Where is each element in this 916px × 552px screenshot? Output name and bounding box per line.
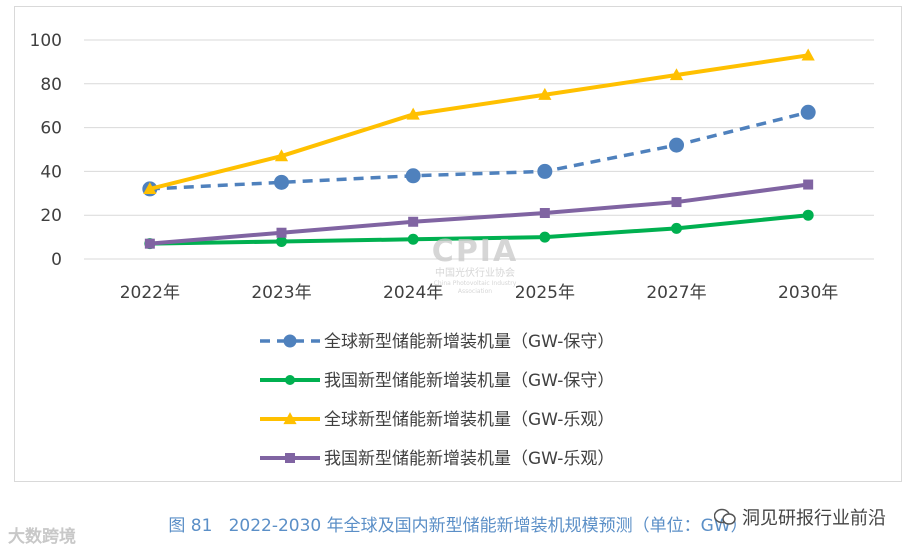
caption-text: 图 81 2022-2030 年全球及国内新型储能新增装机规模预测（单位：GW） bbox=[168, 516, 748, 536]
legend-entry: 我国新型储能新增装机量（GW-乐观） bbox=[260, 449, 614, 469]
data-point bbox=[405, 168, 421, 184]
y-tick-label: 20 bbox=[40, 206, 62, 226]
x-tick-label: 2030年 bbox=[778, 283, 838, 303]
series-line bbox=[149, 213, 809, 246]
data-point bbox=[283, 334, 297, 348]
series-4 bbox=[144, 179, 814, 249]
grid-lines bbox=[84, 39, 874, 260]
data-point bbox=[669, 68, 684, 81]
y-tick-label: 60 bbox=[40, 119, 62, 139]
legend-entry: 全球新型储能新增装机量（GW-保守） bbox=[260, 332, 614, 352]
legend-label: 全球新型储能新增装机量（GW-乐观） bbox=[324, 410, 614, 430]
data-point bbox=[285, 375, 295, 385]
data-point bbox=[538, 87, 552, 100]
bottom-watermark-text: 大数跨境 bbox=[8, 527, 76, 547]
data-point bbox=[801, 48, 815, 61]
series-line bbox=[149, 53, 809, 191]
y-tick-label: 100 bbox=[30, 31, 62, 51]
y-tick-label: 80 bbox=[40, 75, 62, 95]
wechat-icon bbox=[714, 508, 736, 525]
source-badge: 洞见研报行业前沿 bbox=[714, 504, 886, 530]
cpia-watermark: CPIA 中国光伏行业协会 China Photovoltaic Industr… bbox=[420, 236, 530, 296]
series-layer bbox=[142, 48, 816, 250]
watermark-org-en: China Photovoltaic Industry Association bbox=[433, 280, 517, 295]
legend-entry: 我国新型储能新增装机量（GW-保守） bbox=[260, 371, 614, 391]
series-3 bbox=[143, 48, 815, 195]
data-point bbox=[274, 174, 289, 190]
data-point bbox=[671, 197, 682, 208]
data-point bbox=[406, 107, 420, 120]
x-tick-label: 2022年 bbox=[120, 283, 180, 303]
data-point bbox=[671, 222, 682, 234]
legend-label: 我国新型储能新增装机量（GW-保守） bbox=[324, 371, 614, 391]
y-tick-label: 0 bbox=[51, 250, 62, 270]
data-point bbox=[669, 137, 684, 153]
data-point bbox=[274, 149, 289, 162]
figure-caption: 图 81 2022-2030 年全球及国内新型储能新增装机规模预测（单位：GW） bbox=[0, 511, 916, 536]
legend-entry: 全球新型储能新增装机量（GW-乐观） bbox=[260, 410, 614, 430]
x-tick-label: 2025年 bbox=[515, 283, 575, 303]
data-point bbox=[539, 208, 550, 219]
y-tick-label: 40 bbox=[40, 162, 62, 182]
data-point bbox=[802, 209, 814, 221]
data-point bbox=[407, 233, 419, 245]
legend-label: 全球新型储能新增装机量（GW-保守） bbox=[324, 332, 614, 352]
watermark-logo: CPIA bbox=[431, 234, 519, 269]
x-tick-label: 2024年 bbox=[383, 283, 443, 303]
legend-label: 我国新型储能新增装机量（GW-乐观） bbox=[324, 449, 614, 469]
data-point bbox=[144, 238, 155, 249]
data-point bbox=[276, 227, 287, 238]
data-point bbox=[800, 104, 816, 120]
data-point bbox=[408, 216, 419, 227]
y-axis-ticks: 0 20 40 60 80 100 bbox=[30, 31, 62, 270]
x-axis-ticks: 2022年 2023年 2024年 2025年 2027年 2030年 bbox=[120, 283, 839, 303]
data-point bbox=[539, 231, 551, 243]
watermark-org-cn: 中国光伏行业协会 bbox=[435, 268, 515, 279]
series-line bbox=[149, 110, 809, 191]
data-point bbox=[803, 179, 814, 190]
data-point bbox=[283, 412, 297, 425]
x-tick-label: 2023年 bbox=[251, 283, 311, 303]
data-point bbox=[276, 235, 287, 247]
series-1 bbox=[142, 104, 816, 197]
x-tick-label: 2027年 bbox=[646, 283, 706, 303]
data-point bbox=[285, 453, 295, 463]
data-point bbox=[537, 163, 553, 179]
legend: 全球新型储能新增装机量（GW-保守） 我国新型储能新增装机量（GW-保守） 全球新型… bbox=[260, 332, 614, 469]
series-line bbox=[149, 182, 809, 246]
data-point bbox=[143, 182, 157, 195]
source-name: 洞见研报行业前沿 bbox=[742, 508, 886, 529]
bottom-watermark: 大数跨境 bbox=[8, 522, 76, 547]
